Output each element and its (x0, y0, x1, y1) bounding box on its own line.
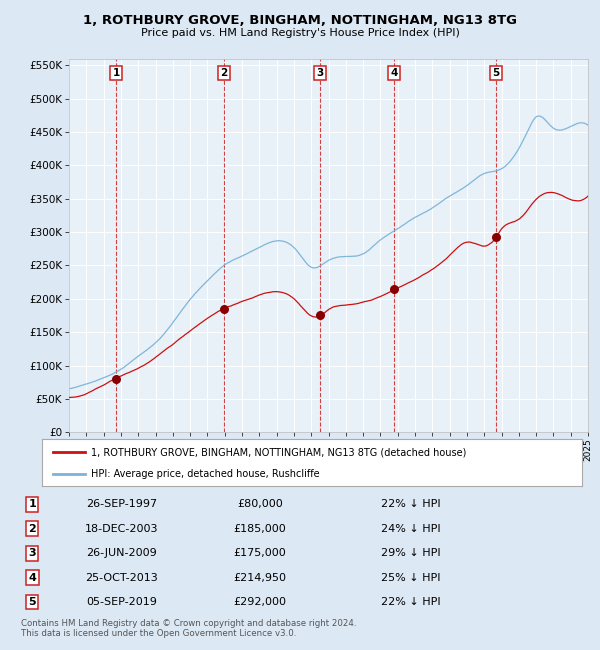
Text: HPI: Average price, detached house, Rushcliffe: HPI: Average price, detached house, Rush… (91, 469, 319, 478)
Text: 1: 1 (28, 499, 36, 509)
Text: 18-DEC-2003: 18-DEC-2003 (85, 524, 158, 534)
Text: 29% ↓ HPI: 29% ↓ HPI (380, 548, 440, 558)
Text: 4: 4 (391, 68, 398, 78)
Text: 1, ROTHBURY GROVE, BINGHAM, NOTTINGHAM, NG13 8TG: 1, ROTHBURY GROVE, BINGHAM, NOTTINGHAM, … (83, 14, 517, 27)
Text: £185,000: £185,000 (233, 524, 286, 534)
Text: 4: 4 (28, 573, 36, 582)
Text: 22% ↓ HPI: 22% ↓ HPI (380, 499, 440, 509)
Text: Contains HM Land Registry data © Crown copyright and database right 2024.
This d: Contains HM Land Registry data © Crown c… (21, 619, 356, 638)
Text: 26-JUN-2009: 26-JUN-2009 (86, 548, 157, 558)
Text: 1, ROTHBURY GROVE, BINGHAM, NOTTINGHAM, NG13 8TG (detached house): 1, ROTHBURY GROVE, BINGHAM, NOTTINGHAM, … (91, 447, 466, 457)
Text: 25% ↓ HPI: 25% ↓ HPI (380, 573, 440, 582)
Text: £292,000: £292,000 (233, 597, 286, 607)
Text: 26-SEP-1997: 26-SEP-1997 (86, 499, 157, 509)
Text: 2: 2 (28, 524, 36, 534)
Text: 1: 1 (113, 68, 120, 78)
Text: 3: 3 (316, 68, 323, 78)
Text: Price paid vs. HM Land Registry's House Price Index (HPI): Price paid vs. HM Land Registry's House … (140, 28, 460, 38)
Text: £214,950: £214,950 (233, 573, 286, 582)
Text: 22% ↓ HPI: 22% ↓ HPI (380, 597, 440, 607)
Text: 2: 2 (220, 68, 227, 78)
Text: £175,000: £175,000 (233, 548, 286, 558)
Text: 24% ↓ HPI: 24% ↓ HPI (380, 524, 440, 534)
Text: 5: 5 (28, 597, 36, 607)
Text: 5: 5 (492, 68, 499, 78)
Text: £80,000: £80,000 (237, 499, 283, 509)
Text: 25-OCT-2013: 25-OCT-2013 (85, 573, 158, 582)
Text: 3: 3 (28, 548, 36, 558)
Text: 05-SEP-2019: 05-SEP-2019 (86, 597, 157, 607)
